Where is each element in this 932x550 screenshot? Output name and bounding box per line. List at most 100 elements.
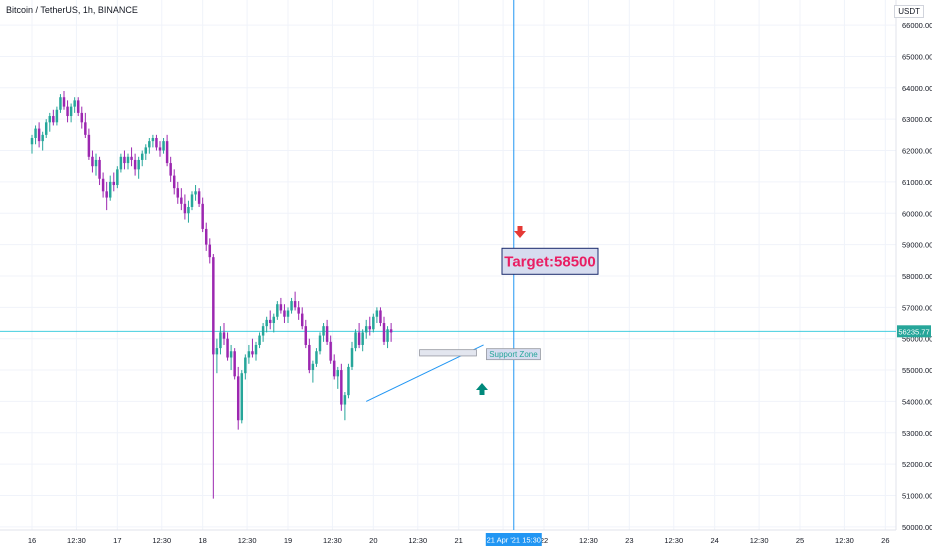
candle-body[interactable] [105, 191, 108, 198]
candle-body[interactable] [226, 338, 229, 358]
candle-body[interactable] [112, 181, 116, 186]
candle-body[interactable] [236, 376, 240, 421]
candle-body[interactable] [361, 332, 364, 345]
candle-body[interactable] [194, 191, 197, 195]
candle-body[interactable] [123, 156, 126, 164]
candle-body[interactable] [94, 159, 98, 167]
candle-body[interactable] [357, 332, 361, 345]
candle-body[interactable] [55, 109, 59, 123]
candle-body[interactable] [204, 228, 208, 245]
candle-body[interactable] [215, 348, 219, 355]
candle-body[interactable] [304, 326, 308, 345]
candle-body[interactable] [354, 332, 357, 349]
candle-body[interactable] [340, 370, 343, 405]
candle-body[interactable] [76, 100, 80, 113]
candle-body[interactable] [187, 206, 190, 214]
candle-body[interactable] [233, 351, 236, 377]
candle-body[interactable] [375, 310, 379, 317]
candle-body[interactable] [30, 137, 34, 145]
candle-body[interactable] [372, 316, 375, 330]
candle-body[interactable] [279, 304, 283, 311]
candle-body[interactable] [151, 137, 155, 142]
candle-body[interactable] [84, 122, 87, 135]
candle-body[interactable] [137, 159, 140, 170]
candle-body[interactable] [347, 366, 350, 396]
support-zone-box[interactable] [419, 349, 477, 357]
candle-body[interactable] [130, 156, 133, 160]
candle-body[interactable] [73, 100, 76, 107]
candle-body[interactable] [265, 319, 268, 327]
candle-body[interactable] [180, 197, 183, 204]
candle-body[interactable] [140, 153, 144, 160]
candle-body[interactable] [37, 128, 41, 142]
candle-body[interactable] [155, 137, 158, 148]
candle-body[interactable] [133, 159, 137, 170]
candle-body[interactable] [343, 395, 347, 405]
candle-body[interactable] [172, 175, 176, 189]
candle-body[interactable] [148, 141, 151, 148]
candle-body[interactable] [183, 203, 187, 214]
candle-body[interactable] [69, 106, 73, 117]
candle-body[interactable] [286, 310, 290, 317]
candle-body[interactable] [322, 326, 325, 336]
candle-body[interactable] [240, 373, 244, 421]
candle-body[interactable] [87, 134, 91, 157]
candle-body[interactable] [290, 301, 293, 311]
candle-body[interactable] [208, 244, 212, 258]
candle-body[interactable] [66, 106, 69, 117]
candle-body[interactable] [222, 332, 226, 339]
candle-body[interactable] [91, 156, 94, 167]
candle-body[interactable] [212, 257, 215, 355]
candle-body[interactable] [101, 178, 105, 192]
candle-body[interactable] [144, 147, 148, 154]
candle-body[interactable] [165, 141, 169, 164]
candle-body[interactable] [368, 326, 372, 330]
candle-body[interactable] [251, 351, 254, 355]
candle-body[interactable] [34, 128, 37, 138]
candle-body[interactable] [48, 116, 52, 123]
candle-body[interactable] [329, 341, 332, 361]
candle-body[interactable] [254, 344, 258, 355]
candle-body[interactable] [297, 307, 300, 314]
candle-body[interactable] [116, 169, 119, 186]
candle-body[interactable] [62, 97, 66, 107]
candle-body[interactable] [350, 348, 354, 367]
candle-body[interactable] [162, 141, 165, 151]
candle-body[interactable] [80, 112, 84, 123]
candle-body[interactable] [315, 351, 318, 364]
currency-label[interactable]: USDT [894, 5, 924, 18]
candle-body[interactable] [41, 134, 44, 142]
candle-body[interactable] [276, 304, 279, 317]
candle-body[interactable] [293, 301, 297, 308]
candle-body[interactable] [126, 156, 130, 164]
candle-body[interactable] [197, 191, 201, 204]
candle-body[interactable] [176, 188, 180, 198]
candle-body[interactable] [386, 329, 389, 342]
candle-body[interactable] [44, 122, 48, 135]
candle-body[interactable] [382, 323, 386, 342]
candle-body[interactable] [98, 159, 101, 179]
candle-body[interactable] [311, 363, 315, 371]
candle-body[interactable] [268, 319, 272, 324]
candle-body[interactable] [389, 329, 393, 333]
candle-body[interactable] [318, 335, 322, 352]
candle-body[interactable] [364, 326, 368, 333]
candle-body[interactable] [332, 360, 336, 377]
candle-body[interactable] [336, 370, 340, 377]
candle-body[interactable] [325, 326, 329, 342]
candle-body[interactable] [379, 310, 382, 324]
candle-body[interactable] [261, 326, 265, 336]
candle-body[interactable] [247, 351, 251, 358]
candle-body[interactable] [169, 163, 172, 176]
candle-body[interactable] [229, 351, 233, 358]
candle-body[interactable] [219, 332, 222, 349]
symbol-title[interactable]: Bitcoin / TetherUS, 1h, BINANCE [6, 5, 138, 15]
candle-body[interactable] [308, 344, 311, 371]
candle-body[interactable] [190, 194, 194, 207]
candle-body[interactable] [59, 97, 62, 110]
target-label-box[interactable] [501, 247, 599, 275]
candle-body[interactable] [283, 310, 286, 317]
candle-body[interactable] [52, 116, 55, 123]
candle-body[interactable] [108, 181, 112, 198]
